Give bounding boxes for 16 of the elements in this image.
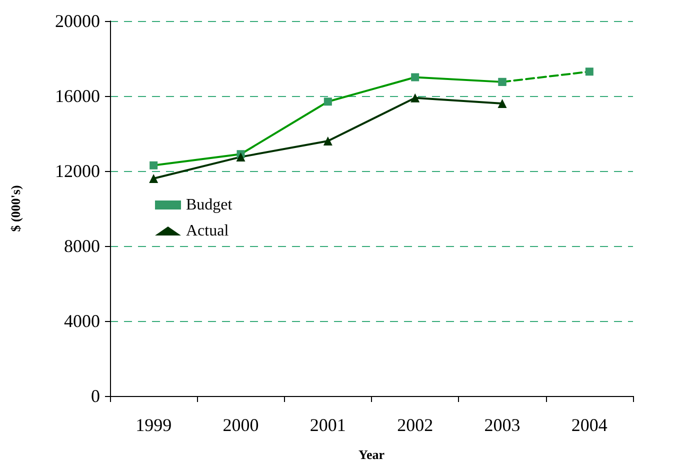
y-tick-label: 4000 [64, 311, 100, 331]
x-tick-label: 2001 [310, 415, 346, 435]
x-tick-label: 1999 [136, 415, 172, 435]
legend-label: Actual [186, 222, 230, 240]
x-tick-label: 2003 [484, 415, 520, 435]
y-tick-label: 0 [91, 386, 100, 406]
y-tick-label: 20000 [55, 11, 100, 31]
x-tick-label: 2004 [571, 415, 608, 435]
x-tick-label: 2002 [397, 415, 434, 435]
y-tick-label: 8000 [64, 236, 100, 256]
x-axis-title: Year [358, 447, 385, 462]
legend-label: Budget [186, 196, 233, 214]
y-tick-label: 12000 [55, 161, 100, 181]
y-tick-label: 16000 [55, 86, 100, 106]
y-axis-title: $ (000's) [8, 185, 23, 232]
x-tick-label: 2000 [222, 415, 259, 435]
